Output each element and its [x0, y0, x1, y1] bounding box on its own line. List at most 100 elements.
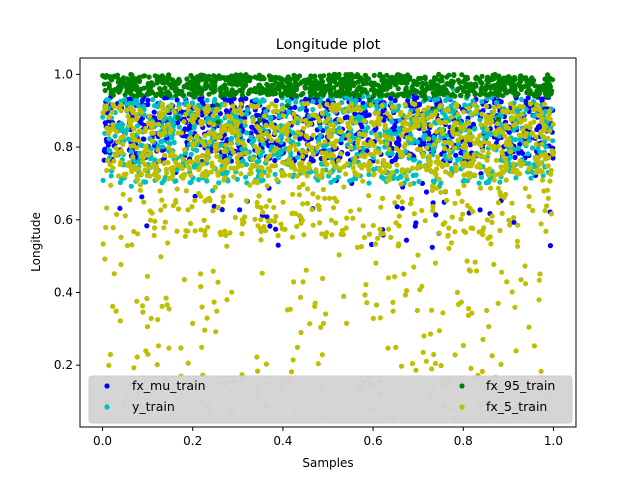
scatter-point-fx-5-train [117, 161, 123, 168]
scatter-point-fx-5-train [284, 131, 290, 137]
scatter-point-y-train [353, 97, 359, 103]
scatter-point-fx-95-train [158, 92, 164, 99]
scatter-point-fx-5-train [178, 345, 184, 351]
scatter-point-fx-5-train [461, 172, 467, 178]
scatter-point-fx-5-train [106, 362, 112, 368]
scatter-point-fx-5-train [343, 171, 349, 177]
scatter-point-fx-5-train [222, 228, 228, 234]
scatter-point-fx-95-train [389, 76, 395, 82]
scatter-point-fx-5-train [493, 157, 500, 163]
scatter-point-fx-5-train [502, 133, 508, 139]
scatter-point-fx-95-train [459, 72, 465, 78]
scatter-point-fx-5-train [338, 151, 344, 157]
scatter-point-fx-95-train [379, 92, 385, 98]
scatter-point-fx-95-train [538, 87, 544, 93]
scatter-point-fx-mu-train [403, 237, 410, 243]
scatter-point-fx-5-train [319, 110, 325, 116]
scatter-point-fx-95-train [491, 75, 497, 81]
scatter-point-fx-5-train [238, 171, 244, 177]
scatter-point-fx-5-train [396, 213, 402, 219]
scatter-point-fx-5-train [232, 214, 238, 221]
scatter-point-fx-mu-train [420, 140, 426, 146]
scatter-point-fx-5-train [375, 235, 381, 241]
scatter-point-fx-5-train [547, 128, 553, 134]
scatter-point-y-train [176, 124, 182, 130]
scatter-point-fx-5-train [323, 234, 329, 240]
scatter-point-y-train [128, 148, 134, 154]
scatter-point-fx-5-train [474, 106, 480, 112]
scatter-point-y-train [294, 120, 301, 126]
scatter-point-y-train [317, 98, 323, 104]
scatter-point-fx-5-train [453, 104, 459, 110]
scatter-point-fx-5-train [487, 185, 494, 191]
scatter-point-fx-5-train [479, 368, 485, 375]
scatter-point-fx-5-train [124, 107, 130, 113]
scatter-point-fx-95-train [500, 93, 506, 99]
scatter-point-fx-5-train [384, 141, 390, 147]
scatter-point-fx-5-train [523, 123, 530, 129]
scatter-point-fx-5-train [113, 308, 119, 314]
scatter-point-fx-5-train [255, 180, 261, 186]
scatter-point-fx-95-train [166, 81, 172, 87]
scatter-point-fx-5-train [474, 137, 480, 143]
scatter-point-fx-5-train [149, 130, 155, 136]
scatter-point-fx-95-train [512, 77, 518, 83]
scatter-point-fx-95-train [498, 84, 504, 90]
scatter-point-fx-5-train [179, 165, 185, 171]
scatter-point-fx-5-train [514, 113, 520, 119]
scatter-point-fx-5-train [135, 231, 141, 237]
scatter-point-fx-95-train [487, 84, 493, 90]
scatter-point-fx-5-train [254, 354, 260, 360]
scatter-point-fx-95-train [424, 83, 430, 89]
scatter-point-fx-95-train [257, 117, 263, 123]
scatter-point-fx-5-train [272, 130, 278, 136]
scatter-point-fx-5-train [202, 327, 208, 333]
scatter-point-fx-5-train [455, 111, 461, 117]
scatter-point-fx-5-train [394, 162, 400, 168]
scatter-point-fx-5-train [162, 152, 168, 158]
scatter-point-fx-5-train [543, 228, 549, 234]
scatter-point-fx-5-train [267, 153, 273, 159]
scatter-point-fx-95-train [419, 85, 425, 91]
scatter-point-fx-95-train [464, 74, 470, 80]
scatter-point-fx-5-train [376, 165, 383, 171]
scatter-point-fx-mu-train [512, 154, 518, 160]
scatter-point-fx-5-train [202, 198, 208, 204]
scatter-point-y-train [398, 174, 404, 180]
scatter-point-y-train [272, 171, 278, 177]
scatter-point-fx-5-train [486, 140, 492, 146]
scatter-point-fx-95-train [344, 72, 350, 79]
scatter-point-fx-5-train [185, 207, 191, 213]
scatter-point-fx-5-train [412, 116, 418, 122]
scatter-point-fx-5-train [421, 126, 427, 132]
scatter-point-y-train [297, 106, 303, 112]
scatter-point-y-train [244, 130, 250, 136]
scatter-point-fx-95-train [102, 87, 108, 94]
scatter-point-y-train [119, 125, 125, 131]
scatter-point-fx-95-train [485, 74, 491, 80]
scatter-point-fx-5-train [214, 308, 220, 314]
scatter-point-y-train [106, 136, 112, 142]
scatter-point-y-train [102, 130, 108, 136]
scatter-point-fx-95-train [446, 81, 452, 87]
scatter-point-fx-5-train [442, 119, 448, 125]
scatter-point-fx-mu-train [477, 207, 483, 213]
scatter-point-fx-5-train [449, 214, 455, 220]
scatter-point-fx-5-train [399, 199, 405, 205]
scatter-point-fx-5-train [298, 117, 304, 123]
scatter-point-fx-5-train [419, 207, 425, 214]
scatter-point-fx-5-train [125, 162, 131, 168]
scatter-point-fx-5-train [466, 105, 472, 111]
scatter-point-fx-5-train [498, 164, 504, 170]
scatter-point-fx-5-train [320, 320, 327, 326]
scatter-point-fx-5-train [234, 123, 240, 129]
scatter-point-fx-5-train [181, 277, 187, 283]
scatter-point-y-train [485, 179, 492, 185]
scatter-point-fx-95-train [473, 75, 479, 81]
scatter-point-fx-95-train [327, 79, 333, 85]
scatter-point-fx-5-train [539, 116, 545, 122]
scatter-point-fx-5-train [460, 342, 466, 349]
scatter-point-fx-5-train [200, 119, 206, 125]
scatter-point-fx-5-train [510, 161, 516, 167]
scatter-point-fx-5-train [300, 201, 306, 207]
